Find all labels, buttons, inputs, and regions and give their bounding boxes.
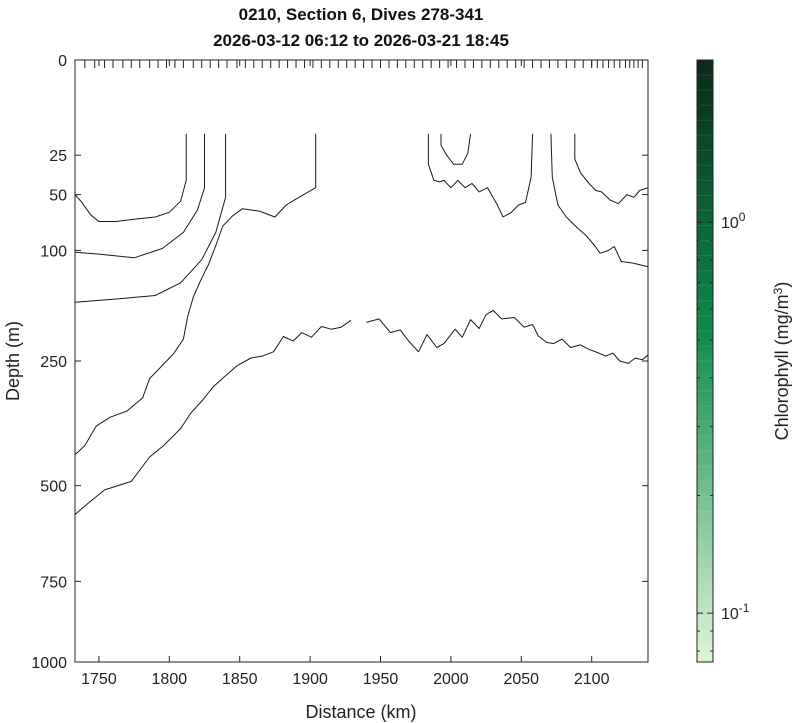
y-axis-label: Depth (m) xyxy=(3,321,23,401)
x-tick-label: 1850 xyxy=(222,671,258,688)
colorbar-label-superscript: 3 xyxy=(771,287,785,294)
y-axis-ticks: 0 25 50 100 250 500 750 1000 xyxy=(31,53,648,672)
y-tick-label: 50 xyxy=(49,188,67,205)
plot-area: 0 25 50 100 250 500 750 1000 1750 1800 1850 1900 19… xyxy=(31,53,649,688)
contour-line-c3 xyxy=(75,133,227,303)
colorbar: 10-1 100 Chlorophyll (mg/m3) xyxy=(696,59,792,663)
x-tick-label: 2000 xyxy=(433,671,469,688)
contour-line-c6 xyxy=(366,309,648,364)
colorbar-label: Chlorophyll (mg/m3) xyxy=(771,282,792,441)
y-tick-label: 0 xyxy=(58,53,67,70)
dive-position-ticks xyxy=(84,60,643,68)
contour-lines xyxy=(75,133,648,515)
contour-line-c4 xyxy=(75,133,317,456)
contour-line-c8 xyxy=(427,133,534,218)
colorbar-bands xyxy=(697,74,713,648)
contour-line-c5 xyxy=(75,319,352,515)
colorbar-label-close: ) xyxy=(772,282,792,288)
y-tick-label: 25 xyxy=(49,148,67,165)
x-tick-label: 2050 xyxy=(503,671,539,688)
chart-title-line2: 2026-03-12 06:12 to 2026-03-21 18:45 xyxy=(213,31,509,50)
colorbar-tick-label: 100 xyxy=(721,210,746,232)
y-tick-label: 250 xyxy=(40,354,67,371)
contour-line-c10 xyxy=(574,133,648,205)
chart-title-line1: 0210, Section 6, Dives 278-341 xyxy=(239,5,484,24)
x-tick-label: 1950 xyxy=(363,671,399,688)
colorbar-gradient xyxy=(697,60,713,662)
x-axis-label: Distance (km) xyxy=(305,702,416,722)
plot-frame xyxy=(74,59,649,663)
x-tick-label: 1750 xyxy=(81,671,117,688)
contour-line-c2 xyxy=(75,133,205,259)
x-tick-label: 1900 xyxy=(292,671,328,688)
y-tick-label: 1000 xyxy=(31,655,67,672)
x-tick-label: 2100 xyxy=(574,671,610,688)
x-axis-ticks: 1750 1800 1850 1900 1950 2000 2050 2100 xyxy=(81,60,610,688)
colorbar-tick-label: 10-1 xyxy=(721,601,750,623)
contour-line-c9 xyxy=(550,133,648,268)
y-tick-label: 100 xyxy=(40,243,67,260)
y-tick-label: 500 xyxy=(40,479,67,496)
contour-line-c1 xyxy=(75,133,187,222)
contour-line-c7 xyxy=(440,133,472,165)
colorbar-label-main: Chlorophyll (mg/m xyxy=(772,294,792,440)
colorbar-frame xyxy=(696,59,714,663)
colorbar-ticks: 10-1 100 xyxy=(697,104,750,652)
y-tick-label: 750 xyxy=(40,574,67,591)
x-tick-label: 1800 xyxy=(152,671,188,688)
